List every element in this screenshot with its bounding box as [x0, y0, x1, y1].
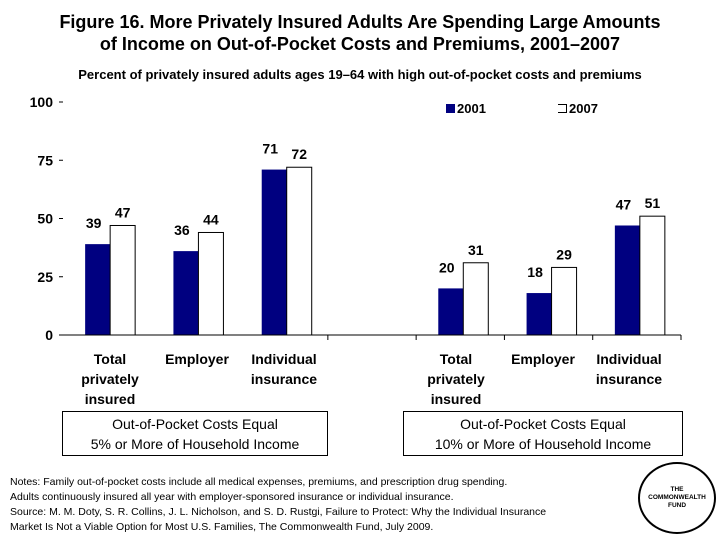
legend-label-2007: 2007: [569, 101, 598, 116]
bar-2007: [286, 166, 313, 336]
y-tick-label: 25: [37, 269, 53, 285]
chart-title: Figure 16. More Privately Insured Adults…: [59, 12, 661, 54]
data-label-2007: 72: [291, 146, 307, 162]
x-tick-label: Individual insurance: [250, 351, 318, 387]
bar-2001: [526, 293, 552, 335]
x-tick-label: Total privately insured: [81, 351, 139, 407]
y-tick-label: 50: [37, 211, 53, 227]
x-tick-label: Total privately insured: [427, 351, 485, 407]
data-label-2001: 71: [262, 141, 278, 157]
group-label-10-percent: Out-of-Pocket Costs Equal 10% or More of…: [403, 411, 683, 456]
notes-source: Notes: Family out-of-pocket costs includ…: [10, 476, 547, 533]
data-label-2007: 51: [645, 195, 661, 211]
legend-item-2001: 2001: [446, 101, 486, 116]
y-tick-label: 0: [45, 327, 53, 343]
chart-subtitle: Percent of privately insured adults ages…: [78, 67, 642, 82]
data-label-2007: 31: [468, 242, 484, 258]
commonwealth-fund-logo: THE COMMONWEALTH FUND: [638, 462, 716, 534]
bar-2007: [197, 231, 224, 336]
bar-2001: [85, 244, 111, 335]
bar-2001: [438, 288, 464, 335]
bar-2007: [462, 262, 489, 336]
data-label-2001: 36: [174, 222, 190, 238]
data-label-2001: 18: [527, 264, 543, 280]
x-tick-label: Individual insurance: [595, 351, 663, 387]
data-label-2001: 39: [86, 215, 102, 231]
data-label-2007: 44: [203, 211, 219, 227]
legend-swatch-2001: [446, 104, 455, 113]
bar-2007: [551, 266, 578, 336]
legend-item-2007: 2007: [558, 101, 598, 116]
data-label-2001: 47: [616, 196, 632, 212]
data-label-2001: 20: [439, 259, 455, 275]
data-label-2007: 47: [115, 204, 131, 220]
y-tick-label: 75: [37, 152, 53, 168]
x-tick-label: Employer: [511, 351, 575, 367]
y-tick-label: 100: [30, 94, 54, 110]
bar-2001: [173, 251, 199, 335]
x-tick-label: Employer: [165, 351, 229, 367]
group-label-5-percent: Out-of-Pocket Costs Equal 5% or More of …: [62, 411, 328, 456]
legend-swatch-2007: [558, 104, 567, 113]
bar-2001: [261, 169, 287, 335]
bar-2007: [109, 224, 136, 336]
bar-2001: [614, 225, 640, 335]
data-label-2007: 29: [556, 246, 572, 262]
bar-2007: [639, 215, 666, 336]
legend-label-2001: 2001: [457, 101, 486, 116]
